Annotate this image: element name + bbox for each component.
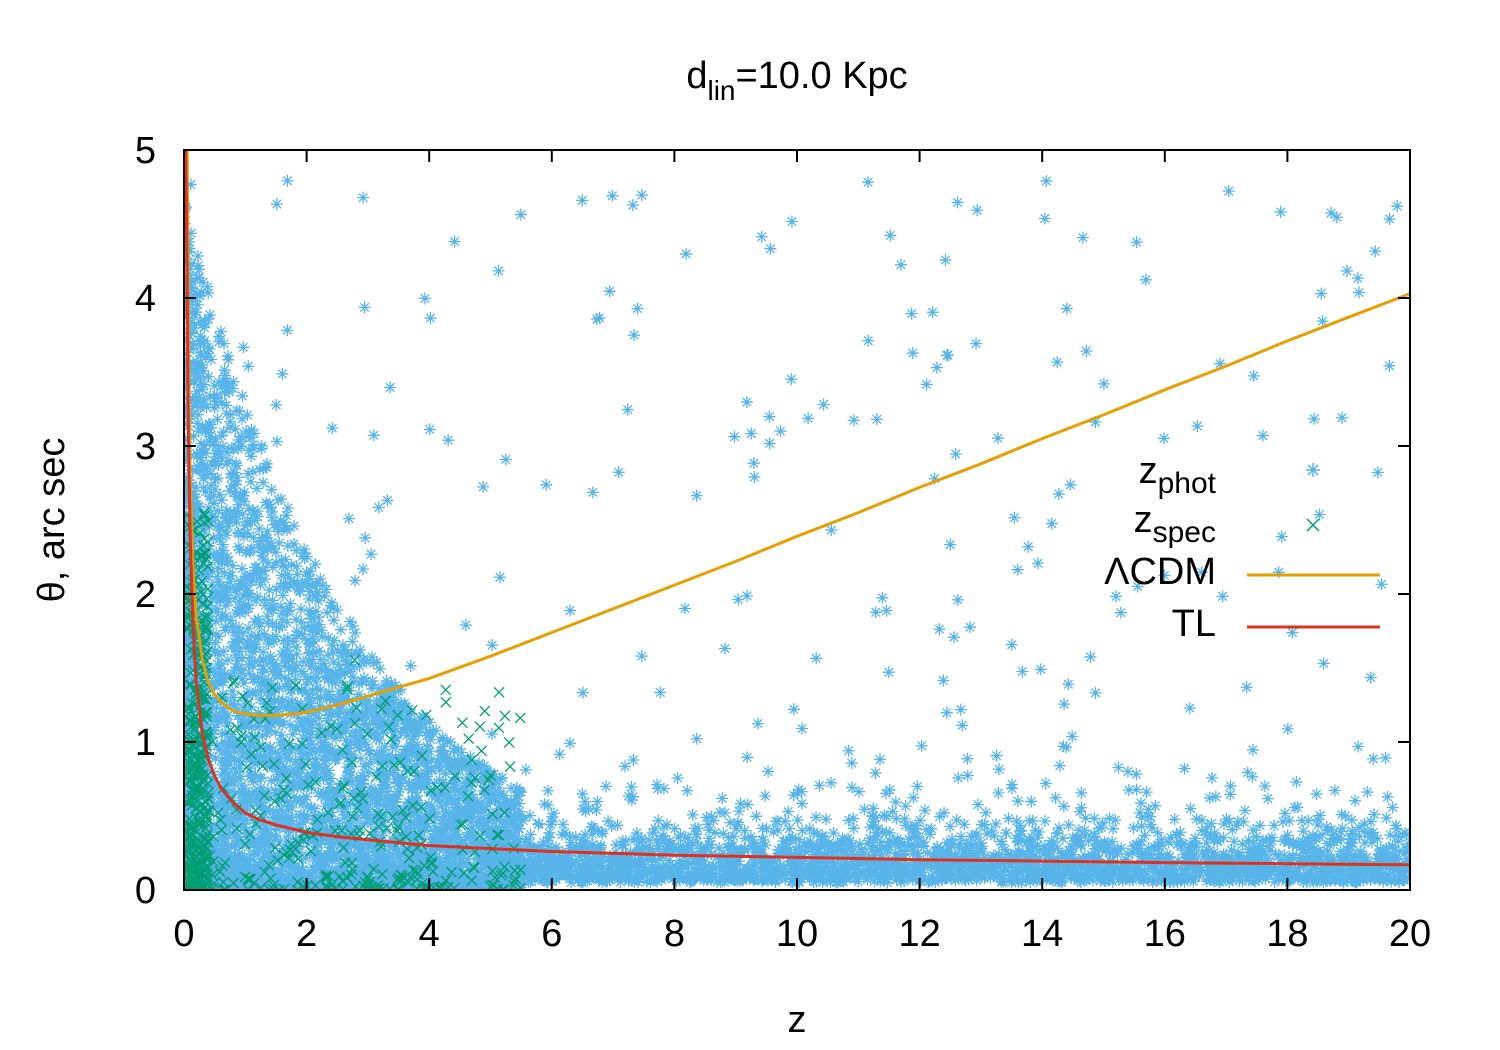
x-tick-label: 6	[541, 913, 562, 955]
legend-label: zphot	[1139, 450, 1217, 500]
legend-label: TL	[1172, 603, 1216, 645]
y-tick-label: 3	[135, 426, 156, 468]
x-tick-label: 20	[1389, 913, 1431, 955]
x-tick-label: 14	[1021, 913, 1063, 955]
x-tick-label: 16	[1144, 913, 1186, 955]
y-tick-label: 4	[135, 278, 156, 320]
x-tick-label: 8	[664, 913, 685, 955]
y-axis: 0 1 2 3 4 5	[135, 130, 1410, 912]
y-axis-title: θ, arc sec	[31, 438, 73, 603]
legend-marker-star	[1306, 463, 1320, 477]
y-tick-label: 0	[135, 870, 156, 912]
x-tick-label: 4	[419, 913, 440, 955]
legend-label: zspec	[1134, 499, 1216, 549]
lcdm-line	[185, 150, 1410, 717]
y-tick-label: 1	[135, 722, 156, 764]
x-tick-label: 0	[173, 913, 194, 955]
x-tick-label: 10	[776, 913, 818, 955]
x-axis: 0 2 4 6 8 10 12 14 16 18 20	[173, 150, 1431, 955]
y-tick-label: 2	[135, 574, 156, 616]
legend-label: ΛCDM	[1104, 551, 1216, 593]
legend-marker-cross	[1306, 518, 1320, 532]
series-lines	[184, 150, 1410, 867]
x-tick-label: 18	[1266, 913, 1308, 955]
x-axis-title: z	[788, 999, 807, 1041]
y-tick-label: 5	[135, 130, 156, 172]
x-tick-label: 2	[296, 913, 317, 955]
plot-frame	[183, 149, 1411, 891]
tl-line	[184, 150, 1410, 867]
chart-title: dlin=10.0 Kpc	[686, 55, 907, 106]
x-tick-label: 12	[898, 913, 940, 955]
